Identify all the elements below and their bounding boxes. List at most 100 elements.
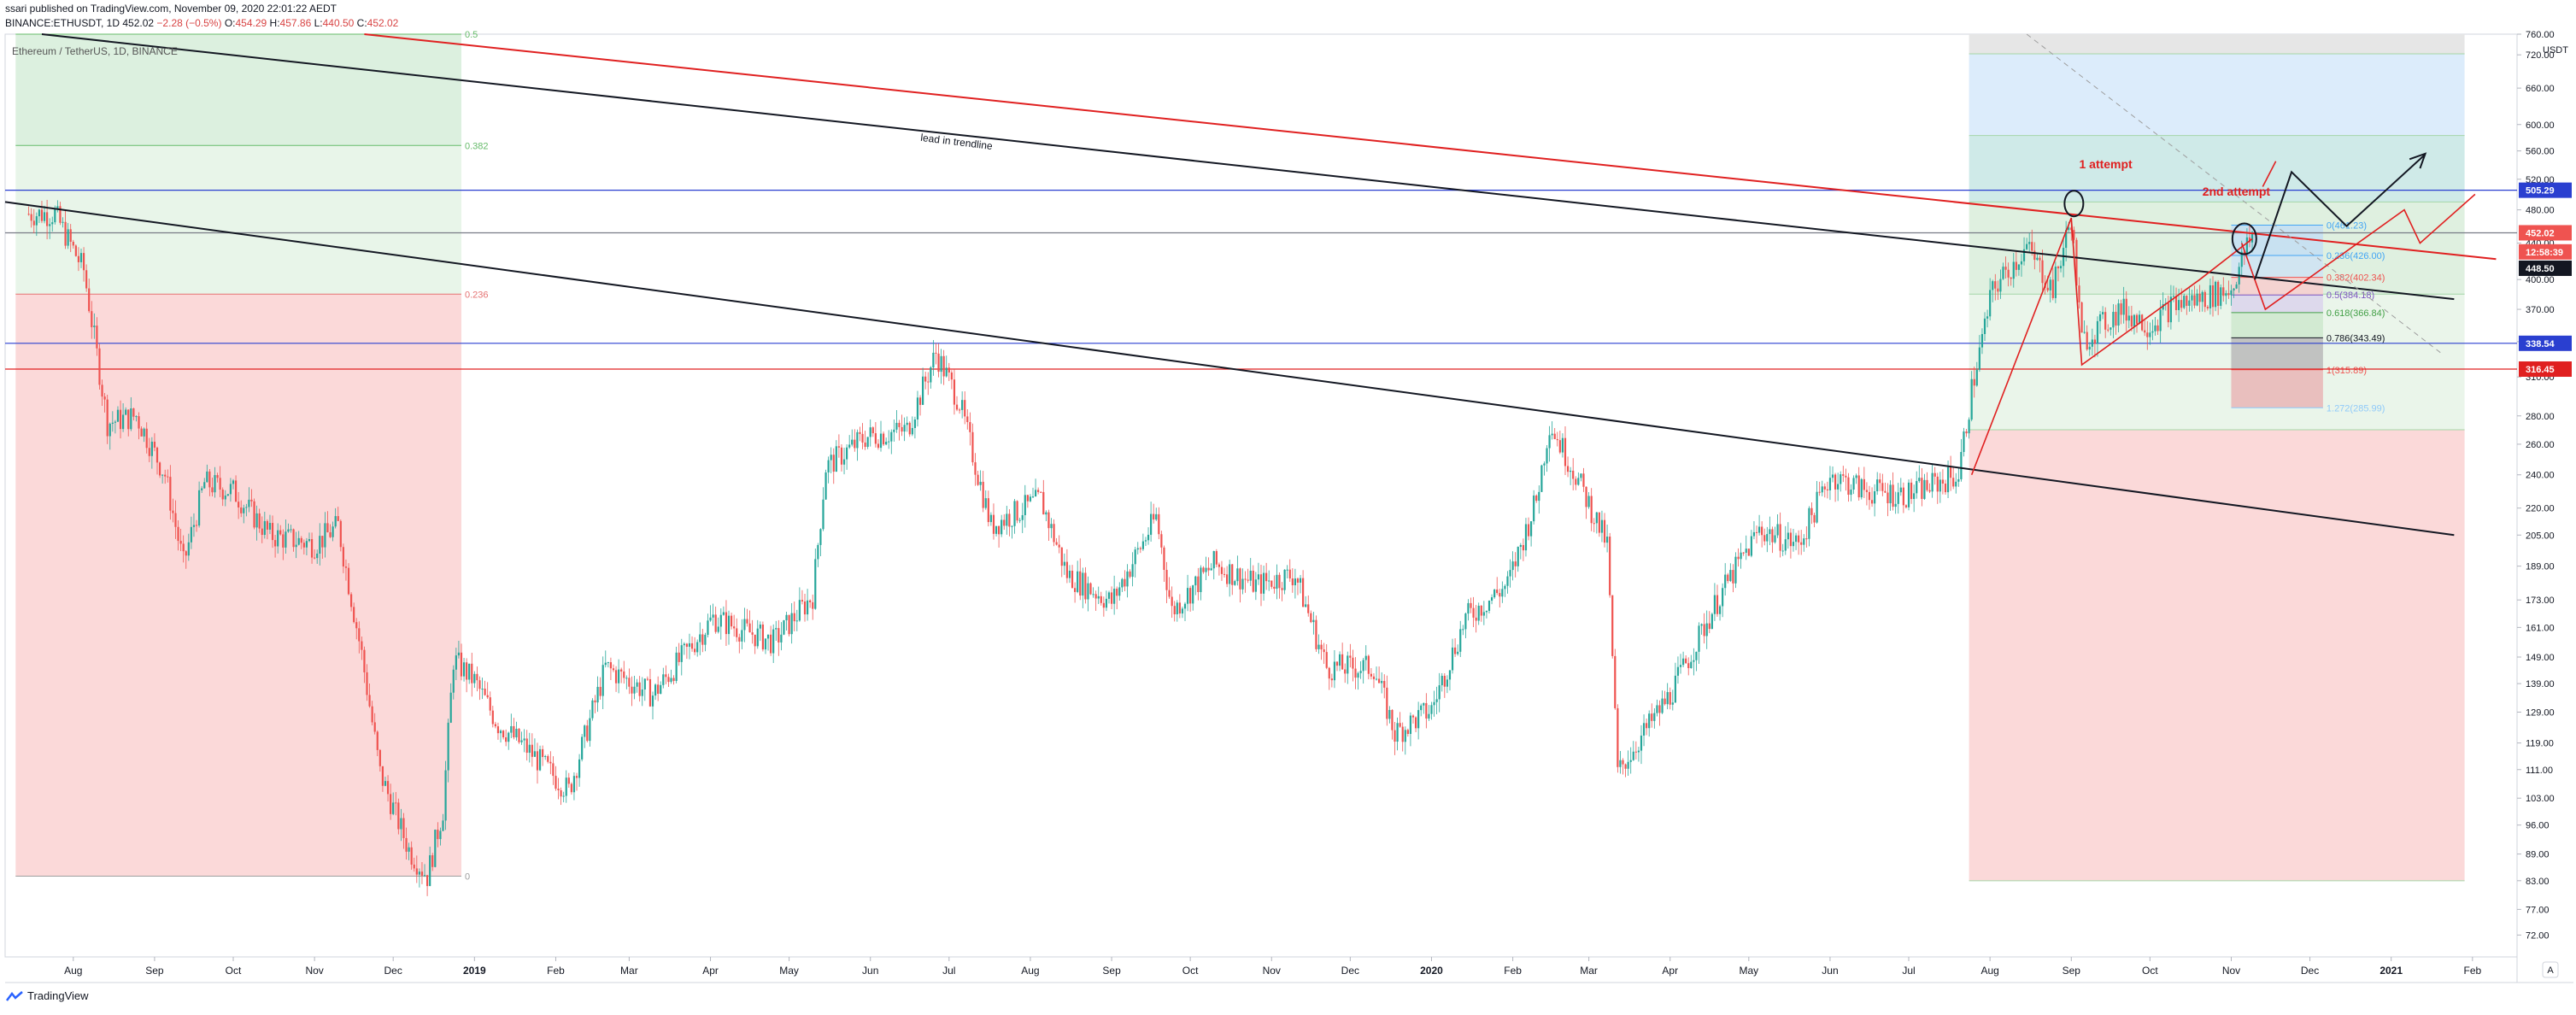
price-tag-label: 452.02 (2526, 228, 2555, 238)
candle-body (266, 520, 268, 530)
candle-body (326, 523, 329, 532)
candle-body (754, 634, 756, 647)
candle-body (174, 513, 177, 527)
candle-body (1907, 482, 1910, 508)
candle-body (1561, 437, 1564, 453)
candle-body (279, 530, 282, 535)
candle-body (158, 462, 161, 476)
candle-body (567, 777, 570, 784)
candle-body (1716, 595, 1719, 614)
candle-body (1475, 617, 1477, 621)
tradingview-logo-icon (6, 990, 23, 1001)
candle-body (62, 221, 64, 223)
candle-body (447, 722, 449, 771)
candle-body (1646, 723, 1648, 729)
candle-body (400, 818, 402, 830)
candle-body (992, 514, 995, 534)
y-tick-label: 260.00 (2526, 440, 2555, 450)
candle-body (733, 626, 736, 629)
candle-body (1619, 760, 1622, 767)
auto-scale-button[interactable] (2542, 961, 2559, 978)
candle-body (484, 689, 486, 695)
candle-body (130, 408, 132, 430)
candle-body (1404, 730, 1406, 742)
candle-body (1892, 484, 1894, 508)
x-tick-label: Sep (2063, 965, 2081, 977)
candle-body (1617, 707, 1619, 767)
candle-body (2049, 279, 2051, 290)
fib-ext-label: 1(315.89) (2327, 366, 2367, 376)
candle-body (536, 751, 539, 771)
candle-body (646, 678, 648, 680)
candle-body (1189, 588, 1192, 604)
candle-body (1470, 602, 1472, 608)
candle-body (2104, 312, 2107, 330)
candle-body (1889, 484, 1892, 504)
candle-body (250, 499, 253, 502)
candle-body (1102, 602, 1105, 608)
candle-body (69, 229, 72, 242)
price-tag-label: 505.29 (2526, 186, 2555, 197)
y-tick-label: 600.00 (2526, 120, 2555, 131)
footer-brand[interactable]: TradingView (5, 989, 89, 1002)
candle-body (496, 726, 500, 734)
y-tick-label: 111.00 (2526, 766, 2553, 776)
candle-body (591, 700, 594, 719)
candle-body (466, 662, 468, 680)
candle-body (1975, 369, 1978, 386)
candle-body (2233, 288, 2235, 290)
candle-body (1370, 673, 1372, 677)
candle-body (2028, 242, 2031, 244)
candle-body (1506, 576, 1509, 586)
y-tick-label: 189.00 (2526, 562, 2555, 572)
candle-body (1742, 552, 1745, 554)
candle-body (1026, 495, 1029, 502)
right-fib-band (1969, 430, 2465, 881)
candle-body (1999, 279, 2002, 292)
candle-body (738, 637, 741, 642)
candle-body (1632, 751, 1634, 760)
candle-body (308, 539, 311, 542)
candle-body (1600, 519, 1604, 533)
candle-body (589, 718, 591, 742)
candle-body (851, 439, 854, 445)
candle-body (510, 725, 513, 733)
candle-body (1077, 571, 1079, 592)
candle-body (1874, 490, 1876, 504)
candle-body (2070, 227, 2073, 231)
candle-body (127, 409, 130, 430)
candle-body (596, 686, 599, 703)
candle-body (1538, 491, 1540, 502)
candle-body (2073, 230, 2075, 240)
candle-body (164, 474, 167, 477)
candle-body (1302, 578, 1305, 607)
candle-body (1611, 595, 1614, 656)
candle-body (879, 433, 883, 449)
x-tick-label: May (779, 965, 799, 977)
candle-body (1769, 529, 1771, 535)
candle-body (1396, 723, 1399, 742)
candle-body (499, 730, 502, 734)
candle-body (1113, 589, 1116, 604)
candle-body (942, 355, 945, 377)
brand-label: TradingView (27, 989, 89, 1002)
candle-body (1960, 452, 1963, 479)
candle-body (542, 748, 544, 758)
candle-body (701, 634, 704, 645)
candle-body (1451, 647, 1454, 671)
candle-body (1037, 490, 1040, 492)
candle-body (2102, 312, 2104, 314)
candle-body (812, 601, 814, 609)
candle-body (1283, 569, 1286, 590)
candle-body (1163, 547, 1165, 570)
candle-body (827, 460, 830, 472)
candle-body (1705, 623, 1708, 637)
symbol-name[interactable]: BINANCE:ETHUSDT, 1D (5, 17, 120, 29)
black-arrow-head (2409, 152, 2427, 169)
candle-body (1433, 701, 1435, 706)
y-tick-label: 119.00 (2526, 739, 2554, 749)
candle-body (1669, 692, 1671, 705)
candle-body (1423, 702, 1425, 706)
candle-body (1047, 512, 1050, 529)
